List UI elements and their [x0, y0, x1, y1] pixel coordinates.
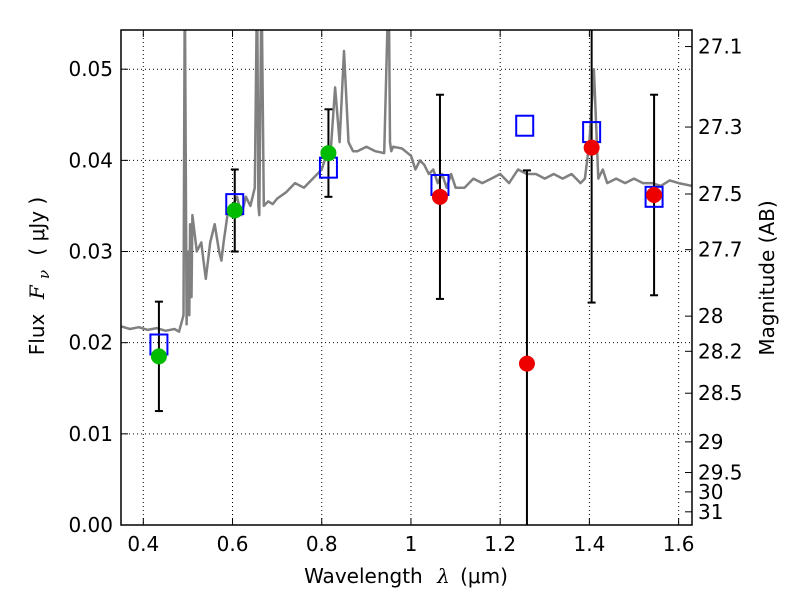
- red-point: [583, 139, 600, 156]
- plot-marks: [121, 30, 692, 525]
- y-axis-label-subscript: ν: [35, 270, 53, 279]
- x-axis-ticks: 0.4 0.6 0.8 1 1.2 1.4 1.6: [127, 30, 695, 556]
- y-axis-label: Flux F ν ( μJy ): [25, 197, 54, 355]
- y2-tick-label: 27.7: [698, 238, 743, 262]
- y2-tick-label: 30: [698, 480, 723, 504]
- y-axis-label-prefix: Flux: [25, 313, 49, 355]
- y2-tick-label: 29.5: [698, 461, 743, 485]
- y2-tick-label: 27.5: [698, 182, 743, 206]
- y-axis-label-symbol: F: [25, 284, 49, 300]
- x-axis-label: Wavelength λ (μm): [304, 564, 508, 588]
- y-axis-label-unit: ( μJy ): [25, 197, 49, 256]
- x-axis-label-text: Wavelength: [304, 564, 423, 588]
- y-axis-ticks: 0.00 0.01 0.02 0.03 0.04 0.05: [68, 57, 128, 537]
- y2-tick-label: 27.1: [698, 35, 743, 59]
- y2-axis-label: Magnitude (AB): [755, 200, 779, 355]
- x-axis-label-symbol: λ: [436, 564, 450, 588]
- red-point: [518, 355, 535, 372]
- plot-frame: [120, 29, 693, 526]
- green-point: [320, 145, 337, 162]
- y-tick-label: 0.04: [68, 148, 113, 172]
- green-point: [150, 348, 167, 365]
- y-tick-label: 0.05: [68, 57, 113, 81]
- x-tick-label: 0.8: [306, 532, 338, 556]
- x-tick-label: 1.2: [484, 532, 516, 556]
- x-tick-label: 0.6: [217, 532, 249, 556]
- x-axis-label-unit: (μm): [460, 564, 508, 588]
- y2-tick-label: 28: [698, 304, 723, 328]
- x-tick-label: 1.6: [663, 532, 695, 556]
- grid-lines: [121, 30, 692, 526]
- y2-tick-label: 28.5: [698, 381, 743, 405]
- y2-tick-label: 27.3: [698, 115, 743, 139]
- red-point: [431, 188, 448, 205]
- model-flux-square: [515, 114, 535, 137]
- y-tick-label: 0.03: [68, 240, 113, 264]
- y2-tick-label: 28.2: [698, 339, 743, 363]
- y2-tick-label: 29: [698, 430, 723, 454]
- x-tick-label: 1.4: [573, 532, 605, 556]
- model-flux-square: [644, 185, 664, 208]
- y2-tick-label: 31: [698, 500, 723, 524]
- y-tick-label: 0.01: [68, 422, 113, 446]
- y-tick-label: 0.02: [68, 331, 113, 355]
- y-tick-label: 0.00: [68, 513, 113, 537]
- model-spectrum-line: [121, 30, 692, 333]
- red-point: [646, 187, 663, 203]
- green-point: [226, 202, 243, 219]
- x-tick-label: 1: [405, 532, 418, 556]
- x-tick-label: 0.4: [127, 532, 159, 556]
